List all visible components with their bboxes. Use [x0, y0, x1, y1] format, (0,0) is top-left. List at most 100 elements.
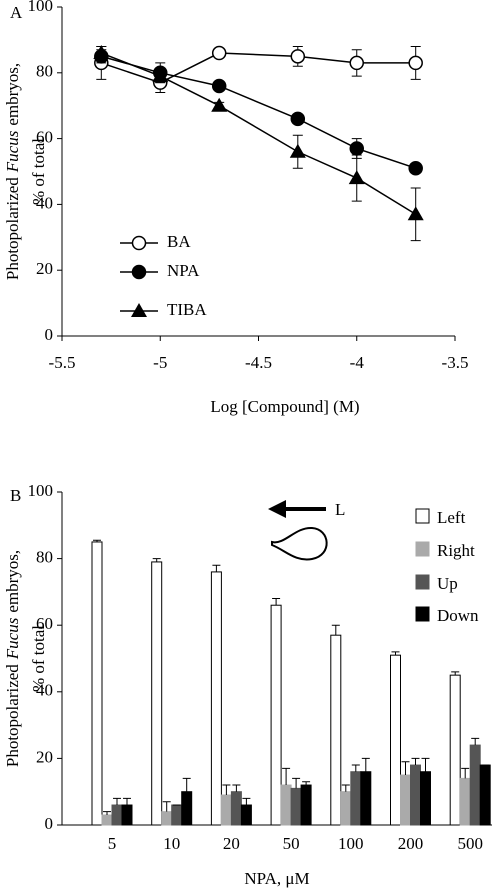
bar — [240, 804, 252, 826]
y-axis-label: % of total — [29, 138, 48, 205]
y-axis-label-part: Photopolarized — [3, 177, 22, 280]
legend-swatch — [415, 541, 430, 557]
y-axis-label-part: Fucus — [3, 130, 22, 173]
error-bar — [292, 777, 301, 789]
error-bar — [471, 737, 480, 746]
x-axis-label: Log [Compound] (M) — [210, 397, 359, 416]
y-tick-label: 0 — [45, 325, 54, 344]
bar — [300, 784, 312, 826]
bar — [360, 771, 372, 826]
error-bar — [341, 784, 350, 792]
error-bar — [272, 598, 281, 606]
error-bar — [282, 767, 291, 786]
error-bar — [351, 764, 360, 772]
y-tick-label: 80 — [36, 548, 53, 567]
bar — [390, 654, 401, 826]
marker — [131, 264, 147, 280]
error-bar — [123, 797, 131, 806]
bar — [151, 561, 163, 826]
annotation: L — [335, 500, 345, 519]
bar — [91, 541, 103, 826]
legend-label: NPA — [167, 261, 200, 280]
marker — [290, 111, 306, 127]
y-axis-label-part: Photopolarized — [3, 664, 22, 767]
marker — [211, 78, 227, 94]
marker — [407, 206, 424, 221]
bar — [449, 674, 461, 826]
error-bar — [242, 797, 251, 806]
x-tick-label: 20 — [223, 834, 240, 853]
y-tick-label: 20 — [36, 747, 53, 766]
y-tick-label: 60 — [36, 128, 53, 147]
error-bar — [182, 777, 191, 792]
series-line — [101, 52, 416, 84]
y-tick-label: 100 — [28, 481, 54, 500]
bar — [400, 774, 411, 826]
x-tick-label: 10 — [163, 834, 180, 853]
y-axis-label: Photopolarized Fucus embryos, — [3, 63, 22, 280]
legend-label: BA — [167, 232, 191, 251]
bar — [101, 814, 113, 826]
marker — [349, 141, 364, 156]
bar — [290, 787, 302, 826]
bar — [469, 744, 481, 826]
error-bar — [162, 801, 171, 812]
error-bar — [421, 757, 430, 772]
y-tick-label: 40 — [36, 681, 53, 700]
x-tick-label: 500 — [457, 834, 483, 853]
error-bar — [411, 757, 420, 766]
legend-label: Left — [437, 508, 466, 527]
y-tick-label: 60 — [36, 614, 53, 633]
x-tick-label: 100 — [338, 834, 364, 853]
bar — [121, 804, 133, 826]
x-tick-label: 50 — [283, 834, 300, 853]
marker — [408, 55, 423, 71]
marker — [348, 170, 365, 185]
marker — [211, 45, 227, 61]
bar — [230, 791, 242, 826]
error-bar — [361, 757, 370, 772]
x-tick-label: -3.5 — [442, 353, 469, 372]
embryo-icon — [271, 526, 328, 561]
y-axis-label-part: embryos, — [3, 63, 22, 126]
x-axis-label: NPA, μM — [244, 869, 309, 888]
bar — [420, 771, 431, 826]
y-tick-label: 100 — [28, 0, 54, 15]
x-tick-label: -5 — [153, 353, 167, 372]
bar — [459, 777, 471, 826]
marker — [211, 97, 228, 112]
y-axis-label: Photopolarized Fucus embryos, — [3, 550, 22, 767]
y-axis-label-part: embryos, — [3, 550, 22, 613]
bar — [280, 784, 292, 826]
error-bar — [113, 797, 121, 806]
legend-swatch — [415, 606, 430, 622]
legend-label: Up — [437, 574, 458, 593]
marker — [289, 143, 306, 158]
bar — [161, 811, 173, 826]
error-bar — [212, 564, 221, 572]
arrow-head — [268, 500, 286, 518]
marker — [408, 160, 423, 176]
legend-label: Right — [437, 541, 475, 560]
error-bar — [302, 781, 311, 786]
x-tick-label: -5.5 — [49, 353, 76, 372]
x-tick-label: -4.5 — [245, 353, 272, 372]
y-tick-label: 80 — [36, 62, 53, 81]
bar — [410, 764, 421, 826]
error-bar — [451, 671, 460, 676]
legend-swatch — [415, 574, 430, 590]
legend-label: TIBA — [167, 300, 207, 319]
x-tick-label: 200 — [398, 834, 424, 853]
x-tick-label: -4 — [350, 353, 365, 372]
marker — [152, 68, 169, 83]
bar — [350, 771, 362, 826]
y-tick-label: 40 — [36, 193, 53, 212]
y-axis-label: % of total — [29, 625, 48, 692]
marker — [349, 55, 364, 71]
bar — [210, 571, 222, 826]
bar — [330, 634, 342, 826]
marker — [93, 45, 110, 60]
y-tick-label: 20 — [36, 259, 53, 278]
